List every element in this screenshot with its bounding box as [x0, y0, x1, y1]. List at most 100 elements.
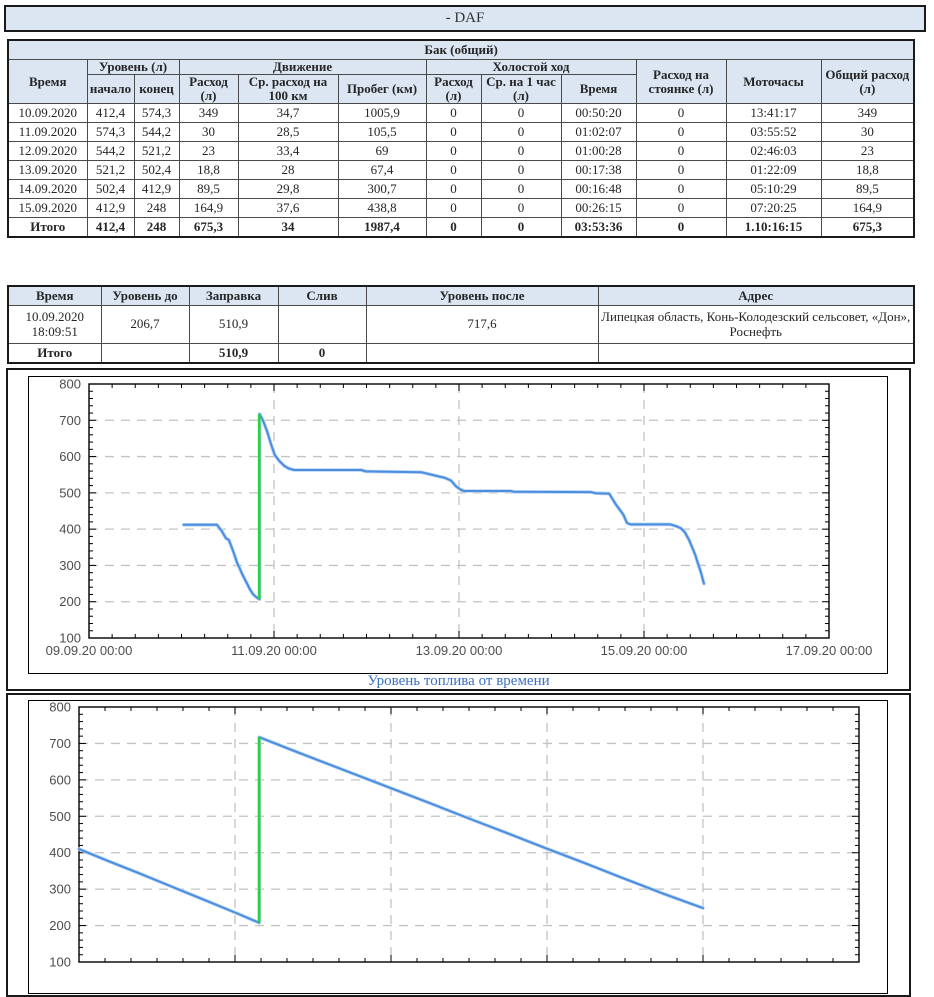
cell: 510,9 [188, 305, 279, 344]
cell: 0 [425, 141, 482, 162]
total-cell: 0 [635, 217, 727, 238]
column-subheader: начало [86, 74, 135, 105]
cell: 412,9 [133, 179, 180, 200]
total-cell: 0 [480, 217, 562, 238]
cell: 521,2 [86, 160, 135, 181]
fuel-vs-time-chart: 100 200 300 400 500 600 700 800 09.09.20 00:00 11… [28, 376, 888, 674]
svg-text:200: 200 [59, 594, 81, 609]
cell: 544,2 [133, 122, 180, 143]
column-subheader: Расход (л) [178, 74, 239, 105]
cell: 0 [480, 141, 562, 162]
column-header: Уровень (л) [86, 58, 180, 76]
cell: 18,8 [820, 160, 915, 181]
column-header: Холостой ход [425, 58, 637, 76]
column-header: Общий расход (л) [820, 58, 915, 105]
column-header: Адрес [597, 285, 915, 306]
svg-text:13.09.20 00:00: 13.09.20 00:00 [416, 643, 503, 658]
svg-text:800: 800 [59, 377, 81, 392]
cell: 13.09.2020 [7, 160, 88, 181]
section-title: Бак (общий) [7, 39, 915, 60]
total-cell [100, 343, 190, 364]
cell: 89,5 [820, 179, 915, 200]
svg-text:500: 500 [49, 809, 71, 824]
column-subheader: Расход (л) [425, 74, 482, 105]
svg-text:600: 600 [59, 449, 81, 464]
column-header: Моточасы [725, 58, 822, 105]
cell: 69 [337, 141, 427, 162]
cell: 11.09.2020 [7, 122, 88, 143]
cell: 105,5 [337, 122, 427, 143]
svg-text:800: 800 [49, 700, 71, 715]
cell: 33,4 [237, 141, 339, 162]
table-row: 15.09.2020 412,9 248 164,9 37,6 438,8 0 0 00:26:… [7, 198, 915, 219]
cell: 0 [635, 122, 727, 143]
cell: 544,2 [86, 141, 135, 162]
report-title: - DAF [445, 10, 485, 26]
cell: 34,7 [237, 103, 339, 124]
total-cell [365, 343, 599, 364]
report-title-bar: - DAF [4, 5, 926, 32]
cell: 349 [820, 103, 915, 124]
total-cell: 1987,4 [337, 217, 427, 238]
cell: 05:10:29 [725, 179, 822, 200]
total-cell: 34 [237, 217, 339, 238]
svg-text:15.09.20 00:00: 15.09.20 00:00 [601, 643, 688, 658]
report-page: - DAF Бак (общий) Время Уровень (л) Движени… [4, 5, 926, 997]
cell: 07:20:25 [725, 198, 822, 219]
cell: 18,8 [178, 160, 239, 181]
cell: 164,9 [178, 198, 239, 219]
table-row: 14.09.2020 502,4 412,9 89,5 29,8 300,7 0 0 00:16… [7, 179, 915, 200]
cell: 0 [425, 122, 482, 143]
cell: 0 [480, 198, 562, 219]
column-header: Расход на стоянке (л) [635, 58, 727, 105]
cell: 0 [635, 198, 727, 219]
cell: 00:16:48 [560, 179, 637, 200]
cell: 300,7 [337, 179, 427, 200]
total-cell: 03:53:36 [560, 217, 637, 238]
cell: 30 [820, 122, 915, 143]
cell: 0 [480, 103, 562, 124]
cell: 0 [480, 122, 562, 143]
total-cell: 0 [277, 343, 367, 364]
fuel-vs-time-chart-container: 100 200 300 400 500 600 700 800 09.09.20 00:00 11… [6, 368, 911, 691]
cell: 206,7 [100, 305, 190, 344]
cell: 0 [425, 198, 482, 219]
cell: 03:55:52 [725, 122, 822, 143]
svg-text:300: 300 [49, 882, 71, 897]
cell: 0 [425, 103, 482, 124]
cell: 28 [237, 160, 339, 181]
cell: 164,9 [820, 198, 915, 219]
svg-text:09.09.20 00:00: 09.09.20 00:00 [46, 643, 133, 658]
total-row: Итого 412,4 248 675,3 34 1987,4 0 0 03:53:36 0 1.1… [7, 217, 915, 238]
column-header: Уровень после [365, 285, 599, 306]
cell: 89,5 [178, 179, 239, 200]
cell: 10.09.2020 [7, 103, 88, 124]
cell: 00:50:20 [560, 103, 637, 124]
cell: 01:00:28 [560, 141, 637, 162]
total-cell: 412,4 [86, 217, 135, 238]
cell: 00:26:15 [560, 198, 637, 219]
table-row: 12.09.2020 544,2 521,2 23 33,4 69 0 0 01:00:28 0 0… [7, 141, 915, 162]
cell: 574,3 [133, 103, 180, 124]
cell: 0 [480, 179, 562, 200]
cell: 0 [635, 103, 727, 124]
cell: 67,4 [337, 160, 427, 181]
cell: 521,2 [133, 141, 180, 162]
cell: 30 [178, 122, 239, 143]
column-header: Движение [178, 58, 427, 76]
cell: 00:17:38 [560, 160, 637, 181]
cell: 23 [820, 141, 915, 162]
table-row: 13.09.2020 521,2 502,4 18,8 28 67,4 0 0 00:17:38… [7, 160, 915, 181]
fuel-summary-table: Бак (общий) Время Уровень (л) Движение Холос… [7, 39, 916, 239]
sub-header-row: начало конец Расход (л) Ср. расход на 100 к… [8, 74, 914, 105]
total-cell: 0 [425, 217, 482, 238]
svg-text:100: 100 [49, 955, 71, 970]
column-header: Слив [277, 285, 367, 306]
column-header: Время [7, 58, 88, 105]
cell: 28,5 [237, 122, 339, 143]
cell: 15.09.2020 [7, 198, 88, 219]
cell: 412,9 [86, 198, 135, 219]
cell: 574,3 [86, 122, 135, 143]
fuel-vs-distance-chart-container: 100 200 300 400 500 600 700 800 [6, 693, 911, 997]
cell: Липецкая область, Конь-Колодезский сельс… [597, 305, 915, 344]
